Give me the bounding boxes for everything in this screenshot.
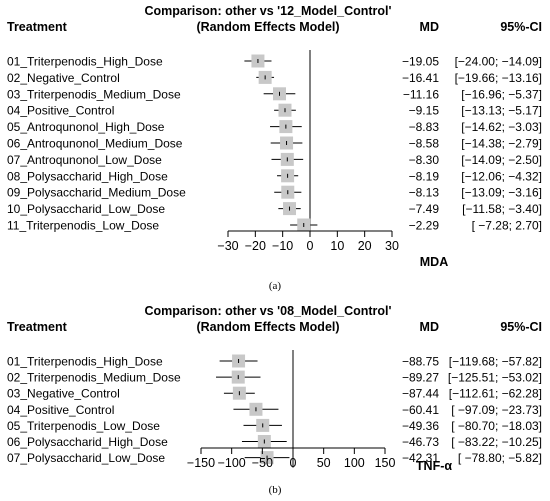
treatment-label: 05_Antroqunonol_High_Dose bbox=[7, 120, 165, 134]
md-value: −87.44 bbox=[402, 387, 439, 401]
treatment-label: 07_Polysaccharid_Low_Dose bbox=[7, 451, 165, 465]
ci-value: [−14.62; −3.03] bbox=[461, 120, 542, 134]
ci-value: [−14.38; −2.79] bbox=[461, 137, 542, 151]
treatment-column-header: Treatment bbox=[7, 20, 68, 34]
x-tick-label: −50 bbox=[252, 456, 273, 470]
panel-caption: (a) bbox=[269, 280, 282, 292]
treatment-label: 05_Triterpenodis_Low_Dose bbox=[7, 419, 160, 433]
treatment-label: 10_Polysaccharid_Low_Dose bbox=[7, 202, 165, 216]
x-tick-label: 0 bbox=[307, 239, 314, 253]
md-value: −7.49 bbox=[409, 202, 440, 216]
ci-value: [−12.06; −4.32] bbox=[461, 169, 542, 183]
ci-value: [−24.00; −14.09] bbox=[455, 55, 542, 69]
ci-value: [−19.66; −13.16] bbox=[455, 71, 542, 85]
treatment-label: 04_Positive_Control bbox=[7, 104, 114, 118]
treatment-column-header: Treatment bbox=[7, 320, 68, 334]
treatment-label: 06_Polysaccharid_High_Dose bbox=[7, 435, 168, 449]
ci-value: [ −80.70; −18.03] bbox=[451, 419, 542, 433]
treatment-label: 08_Polysaccharid_High_Dose bbox=[7, 169, 168, 183]
ci-value: [−13.13; −5.17] bbox=[461, 104, 542, 118]
md-value: −46.73 bbox=[402, 435, 439, 449]
md-value: −88.75 bbox=[402, 355, 439, 369]
x-tick-label: 10 bbox=[330, 239, 344, 253]
x-tick-label: −150 bbox=[187, 456, 215, 470]
ci-value: [−16.96; −5.37] bbox=[461, 87, 542, 101]
md-value: −16.41 bbox=[402, 71, 439, 85]
chart-title: Comparison: other vs '12_Model_Control' bbox=[145, 4, 392, 18]
treatment-label: 03_Triterpenodis_Medium_Dose bbox=[7, 87, 181, 101]
ci-column-header: 95%-CI bbox=[500, 320, 542, 334]
md-value: −8.58 bbox=[409, 137, 440, 151]
ci-value: [−125.51; −53.02] bbox=[448, 371, 542, 385]
treatment-label: 04_Positive_Control bbox=[7, 403, 114, 417]
md-value: −8.13 bbox=[409, 186, 440, 200]
x-tick-label: −100 bbox=[218, 456, 246, 470]
md-value: −8.19 bbox=[409, 169, 440, 183]
x-tick-label: −30 bbox=[217, 239, 238, 253]
x-tick-label: 100 bbox=[344, 456, 365, 470]
md-value: −42.31 bbox=[402, 451, 439, 465]
ci-value: [−119.68; −57.82] bbox=[449, 355, 542, 369]
treatment-label: 02_Negative_Control bbox=[7, 71, 120, 85]
md-value: −60.41 bbox=[402, 403, 439, 417]
ci-value: [ −7.28; 2.70] bbox=[472, 219, 542, 233]
x-tick-label: −20 bbox=[245, 239, 266, 253]
treatment-label: 11_Triterpenodis_Low_Dose bbox=[7, 219, 159, 233]
x-tick-label: −10 bbox=[272, 239, 293, 253]
md-value: −49.36 bbox=[402, 419, 439, 433]
x-tick-label: 0 bbox=[290, 456, 297, 470]
treatment-label: 09_Polysaccharid_Medium_Dose bbox=[7, 186, 186, 200]
chart-subtitle: (Random Effects Model) bbox=[196, 320, 339, 334]
panel-caption: (b) bbox=[269, 484, 282, 496]
ci-value: [−13.09; −3.16] bbox=[461, 186, 542, 200]
ci-value: [ −83.22; −10.25] bbox=[451, 435, 542, 449]
md-column-header: MD bbox=[420, 20, 439, 34]
treatment-label: 03_Negative_Control bbox=[7, 387, 120, 401]
md-value: −89.27 bbox=[402, 371, 439, 385]
x-axis-title: MDA bbox=[420, 255, 448, 269]
md-value: −9.15 bbox=[409, 104, 440, 118]
ci-column-header: 95%-CI bbox=[500, 20, 542, 34]
x-tick-label: 50 bbox=[317, 456, 331, 470]
ci-value: [ −78.80; −5.82] bbox=[458, 451, 542, 465]
chart-subtitle: (Random Effects Model) bbox=[196, 20, 339, 34]
ci-value: [−11.58; −3.40] bbox=[462, 202, 542, 216]
x-tick-label: 30 bbox=[385, 239, 399, 253]
treatment-label: 02_Triterpenodis_Medium_Dose bbox=[7, 371, 181, 385]
ci-value: [ −97.09; −23.73] bbox=[451, 403, 542, 417]
x-tick-label: 150 bbox=[375, 456, 396, 470]
x-axis-title: TNF-α bbox=[416, 459, 452, 473]
treatment-label: 01_Triterpenodis_High_Dose bbox=[7, 355, 163, 369]
ci-value: [−14.09; −2.50] bbox=[461, 153, 542, 167]
md-value: −2.29 bbox=[409, 219, 440, 233]
treatment-label: 01_Triterpenodis_High_Dose bbox=[7, 55, 163, 69]
chart-title: Comparison: other vs '08_Model_Control' bbox=[145, 304, 392, 318]
md-value: −11.16 bbox=[403, 87, 439, 101]
treatment-label: 07_Antroqunonol_Low_Dose bbox=[7, 153, 162, 167]
x-tick-label: 20 bbox=[358, 239, 372, 253]
md-column-header: MD bbox=[420, 320, 439, 334]
ci-value: [−112.61; −62.28] bbox=[449, 387, 542, 401]
md-value: −19.05 bbox=[402, 55, 439, 69]
md-value: −8.83 bbox=[409, 120, 440, 134]
treatment-label: 06_Antroqunonol_Medium_Dose bbox=[7, 137, 183, 151]
md-value: −8.30 bbox=[409, 153, 440, 167]
